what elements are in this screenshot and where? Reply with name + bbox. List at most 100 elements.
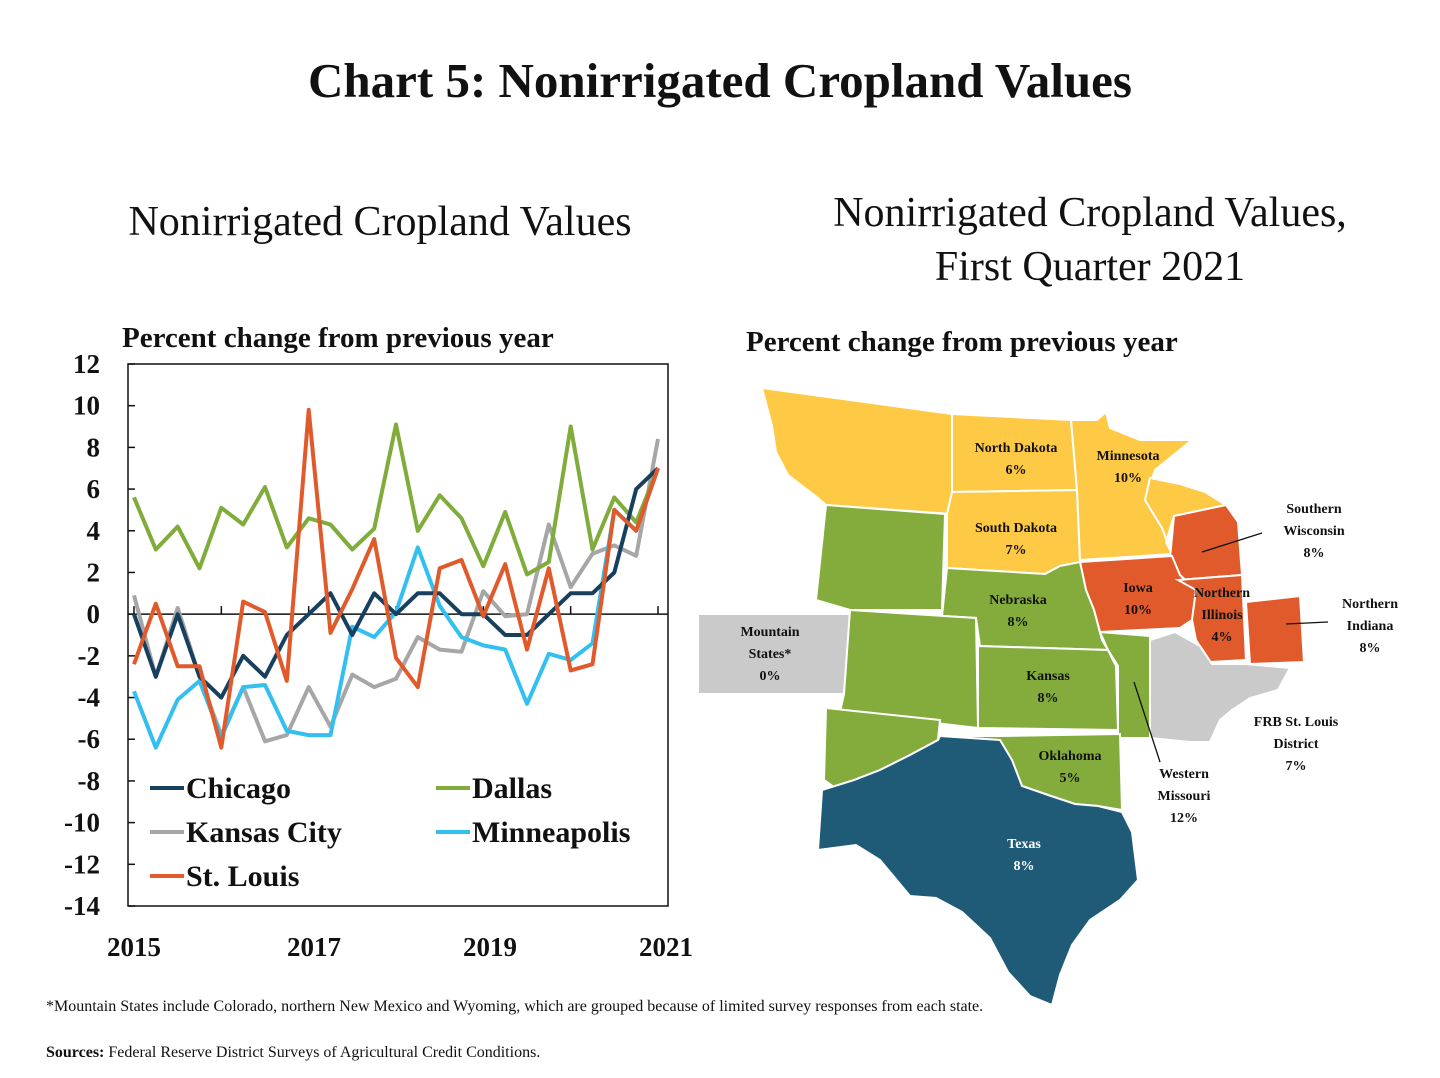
map-label-line: Southern (1286, 502, 1341, 517)
map-label-line: Nebraska (989, 593, 1047, 608)
series-line-st-louis (132, 407, 660, 750)
map-label-line: States* (749, 647, 792, 662)
y-tick-label: 6 (87, 474, 101, 504)
y-tick-label: -10 (64, 808, 100, 838)
sources: Sources: Federal Reserve District Survey… (46, 1044, 540, 1062)
map-label-wi: Southern Wisconsin 8% (1283, 502, 1344, 561)
y-tick-label: 0 (87, 599, 101, 629)
y-tick-label: 8 (87, 432, 101, 462)
map-label-line: 12% (1170, 811, 1198, 826)
map-label-line: 8% (1008, 615, 1029, 630)
region-texas (816, 734, 1140, 1007)
map-label-line: 7% (1006, 543, 1027, 558)
region-northern-indiana (1244, 594, 1306, 666)
legend-label-minneapolis: Minneapolis (472, 816, 630, 849)
sources-label: Sources: (46, 1044, 105, 1061)
region-kansas (977, 644, 1120, 732)
map-label-line: Northern (1194, 586, 1250, 601)
sources-text: Federal Reserve District Surveys of Agri… (104, 1044, 541, 1061)
region-colorado (838, 608, 980, 730)
legend-bg-kansas-city (142, 808, 368, 846)
region-st-louis-district (1149, 630, 1292, 743)
series-line-dallas (132, 422, 660, 577)
map-label-line: 6% (1006, 463, 1027, 478)
map-label-line: Kansas (1026, 669, 1070, 684)
footnote: *Mountain States include Colorado, north… (46, 998, 984, 1015)
map-label-line: Indiana (1347, 619, 1394, 634)
map-label-line: Northern (1342, 597, 1398, 612)
legend-label-dallas: Dallas (472, 772, 552, 805)
y-tick-label: 4 (87, 516, 101, 546)
y-tick-label: 12 (73, 349, 100, 379)
x-tick-label: 2021 (639, 932, 693, 962)
map-label-line: Iowa (1123, 581, 1153, 596)
map-label-line: 4% (1212, 630, 1233, 645)
map-label-line: 0% (760, 669, 781, 684)
map-label-line: Wisconsin (1283, 524, 1344, 539)
map-labels: North Dakota 6% Minnesota 10% South Dakota 7%… (740, 441, 1398, 874)
map-label-line: North Dakota (975, 441, 1058, 456)
leader-indiana (1285, 621, 1329, 625)
y-tick-label: 2 (87, 557, 101, 587)
map-label-ok: Oklahoma 5% (1038, 749, 1101, 786)
map-label-mt: Mountain States* 0% (740, 625, 799, 684)
series-line-minneapolis (132, 467, 660, 750)
x-tick-label: 2019 (463, 932, 517, 962)
map-title-line-2: First Quarter 2021 (934, 244, 1246, 290)
map-subtitle: Percent change from previous year (746, 326, 1178, 358)
map-label-line: Minnesota (1097, 449, 1160, 464)
map-label-stl: FRB St. Louis District 7% (1254, 715, 1339, 774)
region-minnesota (1069, 410, 1195, 562)
x-tick-label: 2017 (287, 932, 341, 962)
legend-bg-chicago (142, 764, 368, 802)
map-label-line: Illinois (1201, 608, 1243, 623)
map-label-line: 8% (1014, 859, 1035, 874)
map-label-line: Missouri (1158, 789, 1211, 804)
main-title: Chart 5: Nonirrigated Cropland Values (307, 53, 1132, 108)
map-label-line: Oklahoma (1038, 749, 1101, 764)
y-tick-label: -8 (78, 766, 101, 796)
map-label-line: Texas (1007, 837, 1041, 852)
map-title: Nonirrigated Cropland Values, First Quar… (740, 186, 1440, 294)
map-label-line: 8% (1038, 691, 1059, 706)
map-label-line: 5% (1060, 771, 1081, 786)
map-label-line: Western (1159, 767, 1209, 782)
map-label-sd: South Dakota 7% (975, 521, 1057, 558)
legend-bg-minneapolis (428, 808, 654, 846)
region-montana (760, 386, 953, 516)
line-chart-title: Nonirrigated Cropland Values (128, 199, 632, 245)
map-label-line: 10% (1124, 603, 1152, 618)
map-label-line: 8% (1360, 641, 1381, 656)
region-wyoming (814, 503, 947, 611)
map-label-line: 7% (1286, 759, 1307, 774)
series-line-chicago (132, 466, 660, 700)
y-tick-label: -2 (78, 641, 101, 671)
map-label-mn: Minnesota 10% (1097, 449, 1160, 486)
map-label-in: Northern Indiana 8% (1342, 597, 1398, 656)
map-title-line-1: Nonirrigated Cropland Values, (833, 190, 1347, 236)
y-tick-label: -14 (64, 891, 100, 921)
legend-label-chicago: Chicago (186, 772, 291, 805)
map-label-line: District (1273, 737, 1318, 752)
map-label-ne: Nebraska 8% (989, 593, 1047, 630)
region-northern-wisconsin (1143, 476, 1229, 555)
y-tick-label: -4 (78, 683, 101, 713)
y-tick-label: 10 (73, 391, 100, 421)
leader-missouri (1133, 681, 1161, 763)
plot-frame (127, 363, 669, 907)
map-label-line: FRB St. Louis (1254, 715, 1339, 730)
map-label-nd: North Dakota 6% (975, 441, 1058, 478)
map-label-line: South Dakota (975, 521, 1057, 536)
y-tick-label: -12 (64, 849, 100, 879)
map-label-ia: Iowa 10% (1123, 581, 1153, 618)
legend-label-st-louis: St. Louis (186, 860, 299, 893)
legend-label-kansas-city: Kansas City (186, 816, 342, 849)
legend-bg-st-louis (142, 852, 368, 890)
map-label-tx: Texas 8% (1007, 837, 1041, 874)
x-tick-label: 2015 (107, 932, 161, 962)
map-label-line: Mountain (740, 625, 799, 640)
y-tick-label: -6 (78, 724, 101, 754)
map-label-il: Northern Illinois 4% (1194, 586, 1250, 645)
